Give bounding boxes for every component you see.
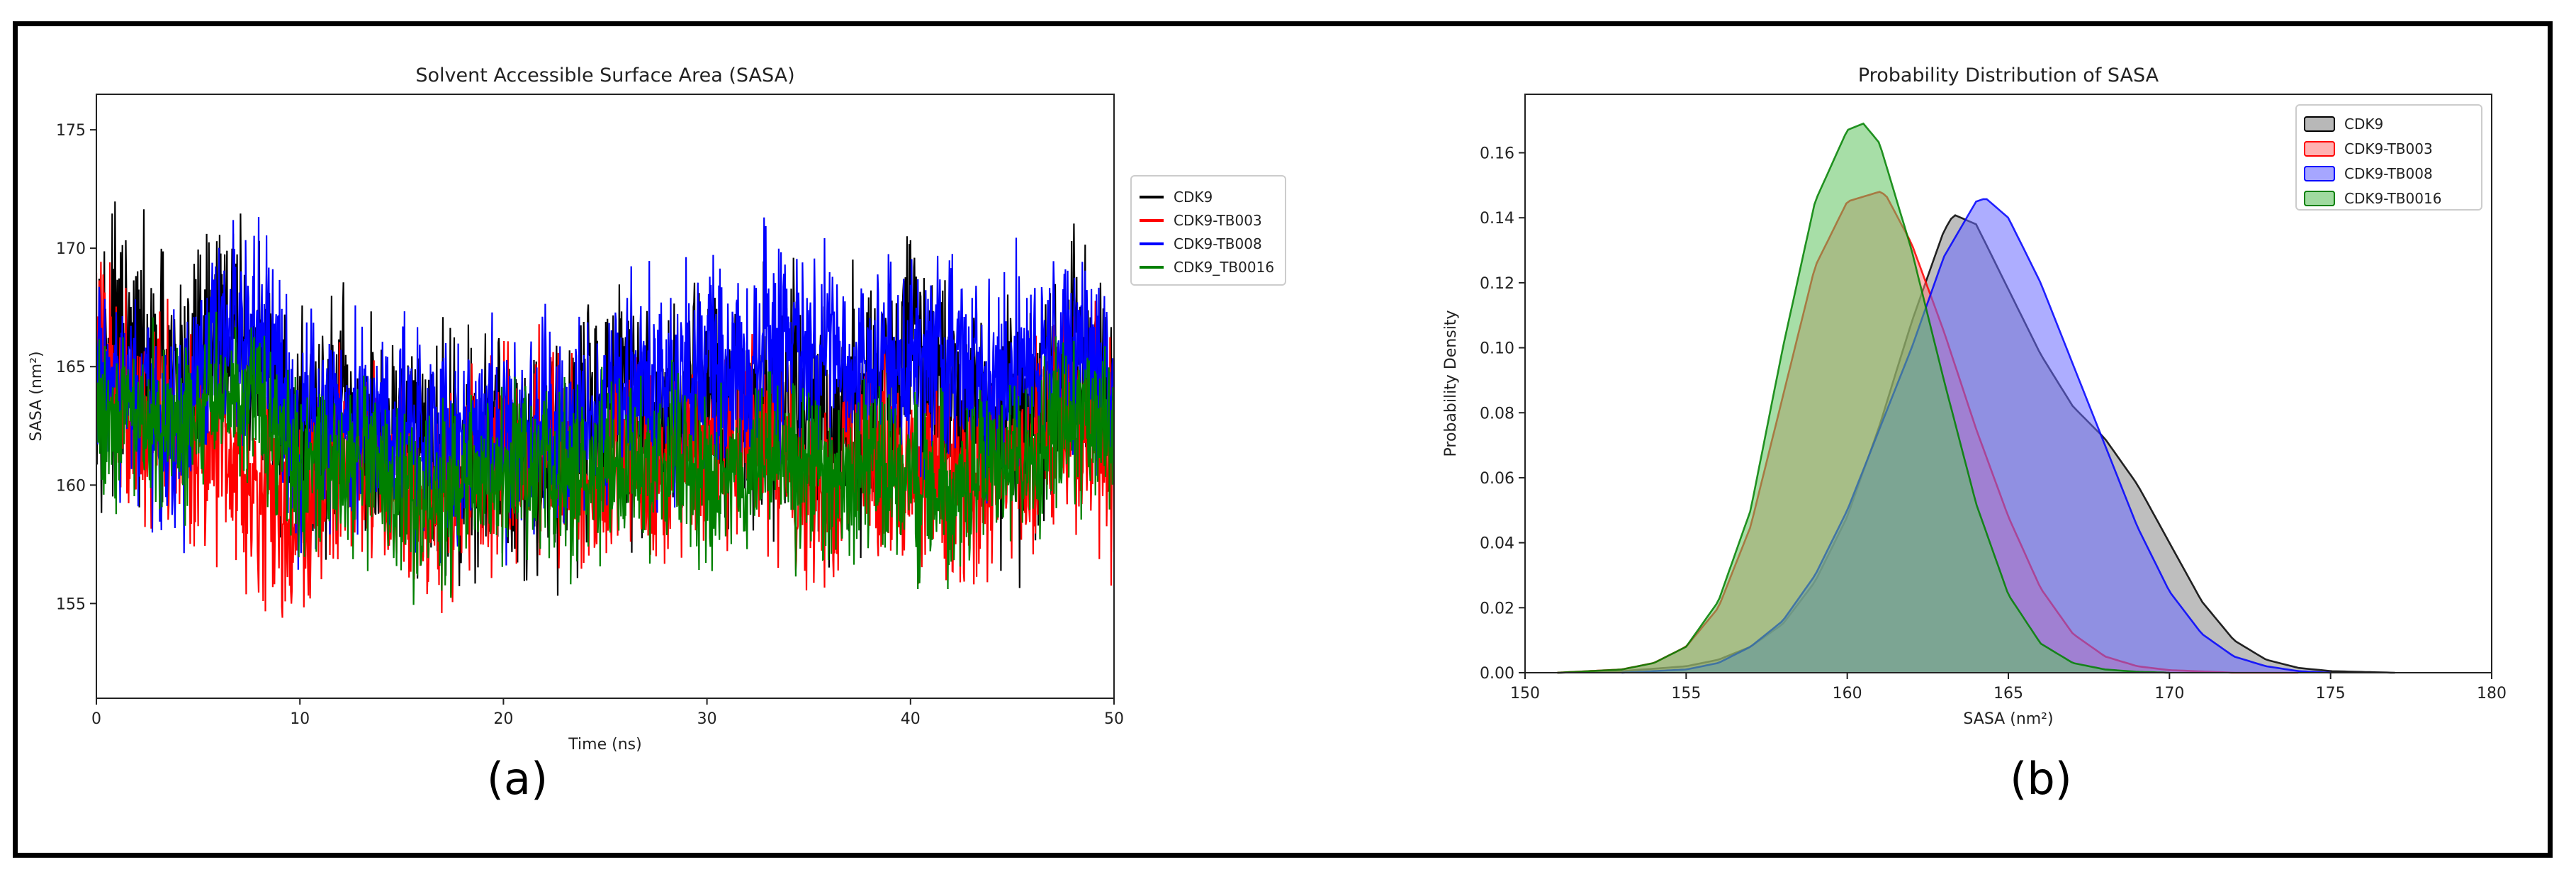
density-line-cdk9-tb0016 — [1557, 122, 2170, 674]
x-tick-label: 165 — [1993, 685, 2023, 702]
y-tick-label: 0.00 — [1480, 665, 1514, 683]
y-tick-label: 165 — [56, 359, 86, 376]
chart-title: Probability Distribution of SASA — [1858, 65, 2159, 86]
y-tick-label: 0.14 — [1480, 210, 1514, 228]
legend-swatch — [2304, 191, 2335, 206]
x-axis-label: SASA (nm²) — [1963, 710, 2053, 728]
y-tick-label: 0.08 — [1480, 405, 1514, 422]
y-axis-label: SASA (nm²) — [28, 351, 45, 441]
y-tick-label: 170 — [56, 240, 86, 258]
legend-swatch — [2304, 116, 2335, 132]
y-tick-label: 0.10 — [1480, 340, 1514, 358]
y-tick-label: 175 — [56, 122, 86, 140]
y-axis-label: Probability Density — [1442, 310, 1460, 457]
x-axis-label: Time (ns) — [568, 736, 641, 754]
y-tick-label: 0.12 — [1480, 275, 1514, 293]
panel-label: (b) — [2010, 753, 2072, 805]
density-area-cdk9-tb0016 — [1557, 123, 2170, 673]
x-tick-label: 30 — [697, 710, 717, 728]
legend-label: CDK9 — [2344, 116, 2383, 133]
x-tick-label: 160 — [1833, 685, 1862, 702]
y-tick-label: 0.02 — [1480, 600, 1514, 617]
panel-label: (a) — [487, 753, 548, 805]
y-tick-label: 0.04 — [1480, 535, 1514, 553]
x-tick-label: 20 — [493, 710, 513, 728]
figure-frame — [13, 21, 2553, 858]
x-tick-label: 175 — [2316, 685, 2346, 702]
legend-box — [2295, 104, 2482, 211]
legend-label: CDK9-TB003 — [1174, 212, 1262, 229]
x-tick-label: 10 — [290, 710, 310, 728]
legend-box — [1130, 175, 1286, 286]
legend-label: CDK9 — [1174, 189, 1213, 206]
x-tick-label: 150 — [1510, 685, 1540, 702]
legend-label: CDK9-TB008 — [2344, 165, 2433, 182]
y-tick-label: 155 — [56, 595, 86, 613]
y-tick-label: 0.06 — [1480, 470, 1514, 488]
y-tick-label: 160 — [56, 477, 86, 495]
y-tick-label: 0.16 — [1480, 145, 1514, 163]
x-tick-label: 0 — [91, 710, 101, 728]
x-tick-label: 170 — [2154, 685, 2184, 702]
legend-swatch — [2304, 141, 2335, 157]
density-area-cdk9-tb008 — [1621, 198, 2331, 673]
legend-label: CDK9_TB0016 — [1174, 259, 1274, 276]
chart-title: Solvent Accessible Surface Area (SASA) — [415, 65, 794, 86]
plot-area-border — [96, 94, 1115, 699]
legend-label: CDK9-TB0016 — [2344, 190, 2441, 207]
plot-area-border — [1524, 94, 2492, 673]
series-line-cdk9_tb0016 — [96, 311, 1114, 605]
legend-label: CDK9-TB008 — [1174, 235, 1262, 252]
legend-label: CDK9-TB003 — [2344, 140, 2433, 157]
x-tick-label: 40 — [901, 710, 921, 728]
legend-swatch — [2304, 166, 2335, 181]
x-tick-label: 180 — [2477, 685, 2507, 702]
series-line-cdk9-tb008 — [96, 217, 1114, 570]
x-tick-label: 155 — [1671, 685, 1701, 702]
x-tick-label: 50 — [1104, 710, 1124, 728]
